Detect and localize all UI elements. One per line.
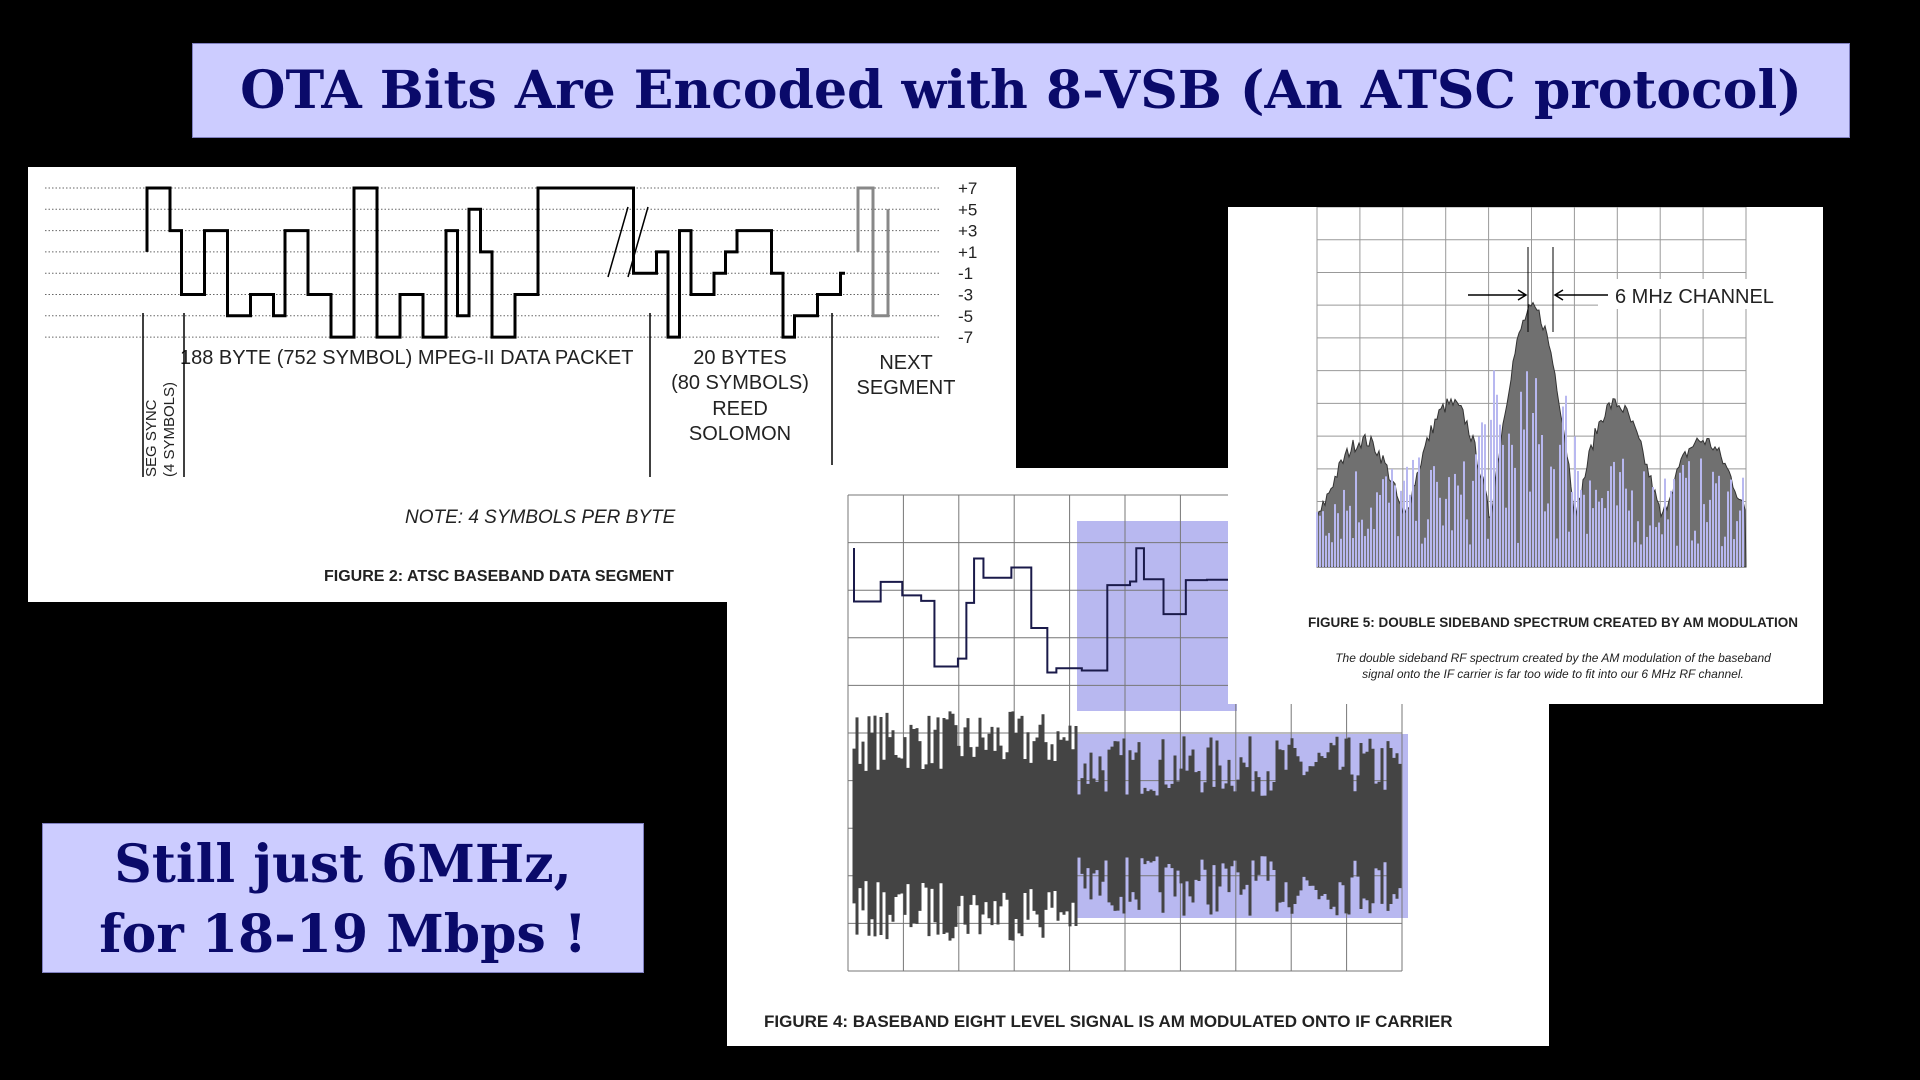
level-label: +3 [958, 222, 977, 241]
level-label: -1 [958, 264, 973, 283]
sync-label: SEG SYNC [143, 399, 160, 477]
caption: FIGURE 5: DOUBLE SIDEBAND SPECTRUM CREAT… [1308, 615, 1798, 630]
figure-4-drawing: FIGURE 4: BASEBAND EIGHT LEVEL SIGNAL IS… [764, 494, 1453, 1031]
caption: FIGURE 2: ATSC BASEBAND DATA SEGMENT [324, 568, 674, 585]
channel-label: 6 MHz CHANNEL [1615, 286, 1774, 308]
note: NOTE: 4 SYMBOLS PER BYTE [405, 507, 676, 528]
level-label: -7 [958, 328, 973, 347]
figure-2: 188 BYTE (752 SYMBOL) MPEG-II DATA PACKE… [28, 167, 1016, 602]
level-label: +1 [958, 243, 977, 262]
markers [142, 313, 833, 477]
break-mark [607, 206, 649, 278]
figure-5-drawing: 6 MHz CHANNEL FIGURE 5: DOUBLE SIDEBAND … [1308, 206, 1798, 681]
description: signal onto the IF carrier is far too wi… [1362, 667, 1744, 681]
next-waveform [856, 186, 890, 318]
next-label: NEXT [879, 352, 932, 374]
rs-label: (80 SYMBOLS) [671, 372, 809, 394]
sync-label: (4 SYMBOLS) [161, 382, 178, 477]
level-label: -5 [958, 307, 973, 326]
level-label: +7 [958, 179, 977, 198]
arrow [1468, 289, 1608, 301]
level-label: -3 [958, 286, 973, 305]
spectrum [1316, 301, 1747, 568]
rs-label: SOLOMON [689, 423, 791, 445]
packet-label: 188 BYTE (752 SYMBOL) MPEG-II DATA PACKE… [180, 347, 633, 369]
rs-label: 20 BYTES [693, 347, 786, 369]
figure-5: 6 MHz CHANNEL FIGURE 5: DOUBLE SIDEBAND … [1228, 206, 1823, 704]
waveform [145, 186, 845, 339]
highlight [1077, 521, 1237, 711]
caption: FIGURE 4: BASEBAND EIGHT LEVEL SIGNAL IS… [764, 1012, 1453, 1031]
level-label: +5 [958, 200, 977, 219]
next-label: SEGMENT [857, 377, 956, 399]
callout-line: for 18-19 Mbps ! [99, 904, 587, 965]
callout-line: Still just 6MHz, [114, 834, 572, 895]
rs-label: REED [712, 398, 768, 420]
description: The double sideband RF spectrum created … [1335, 651, 1771, 665]
callout: Still just 6MHz, for 18-19 Mbps ! [42, 823, 644, 973]
figure-2-drawing: 188 BYTE (752 SYMBOL) MPEG-II DATA PACKE… [45, 179, 977, 585]
baseband-signal [853, 547, 1233, 674]
slide-title: OTA Bits Are Encoded with 8-VSB (An ATSC… [192, 43, 1850, 138]
